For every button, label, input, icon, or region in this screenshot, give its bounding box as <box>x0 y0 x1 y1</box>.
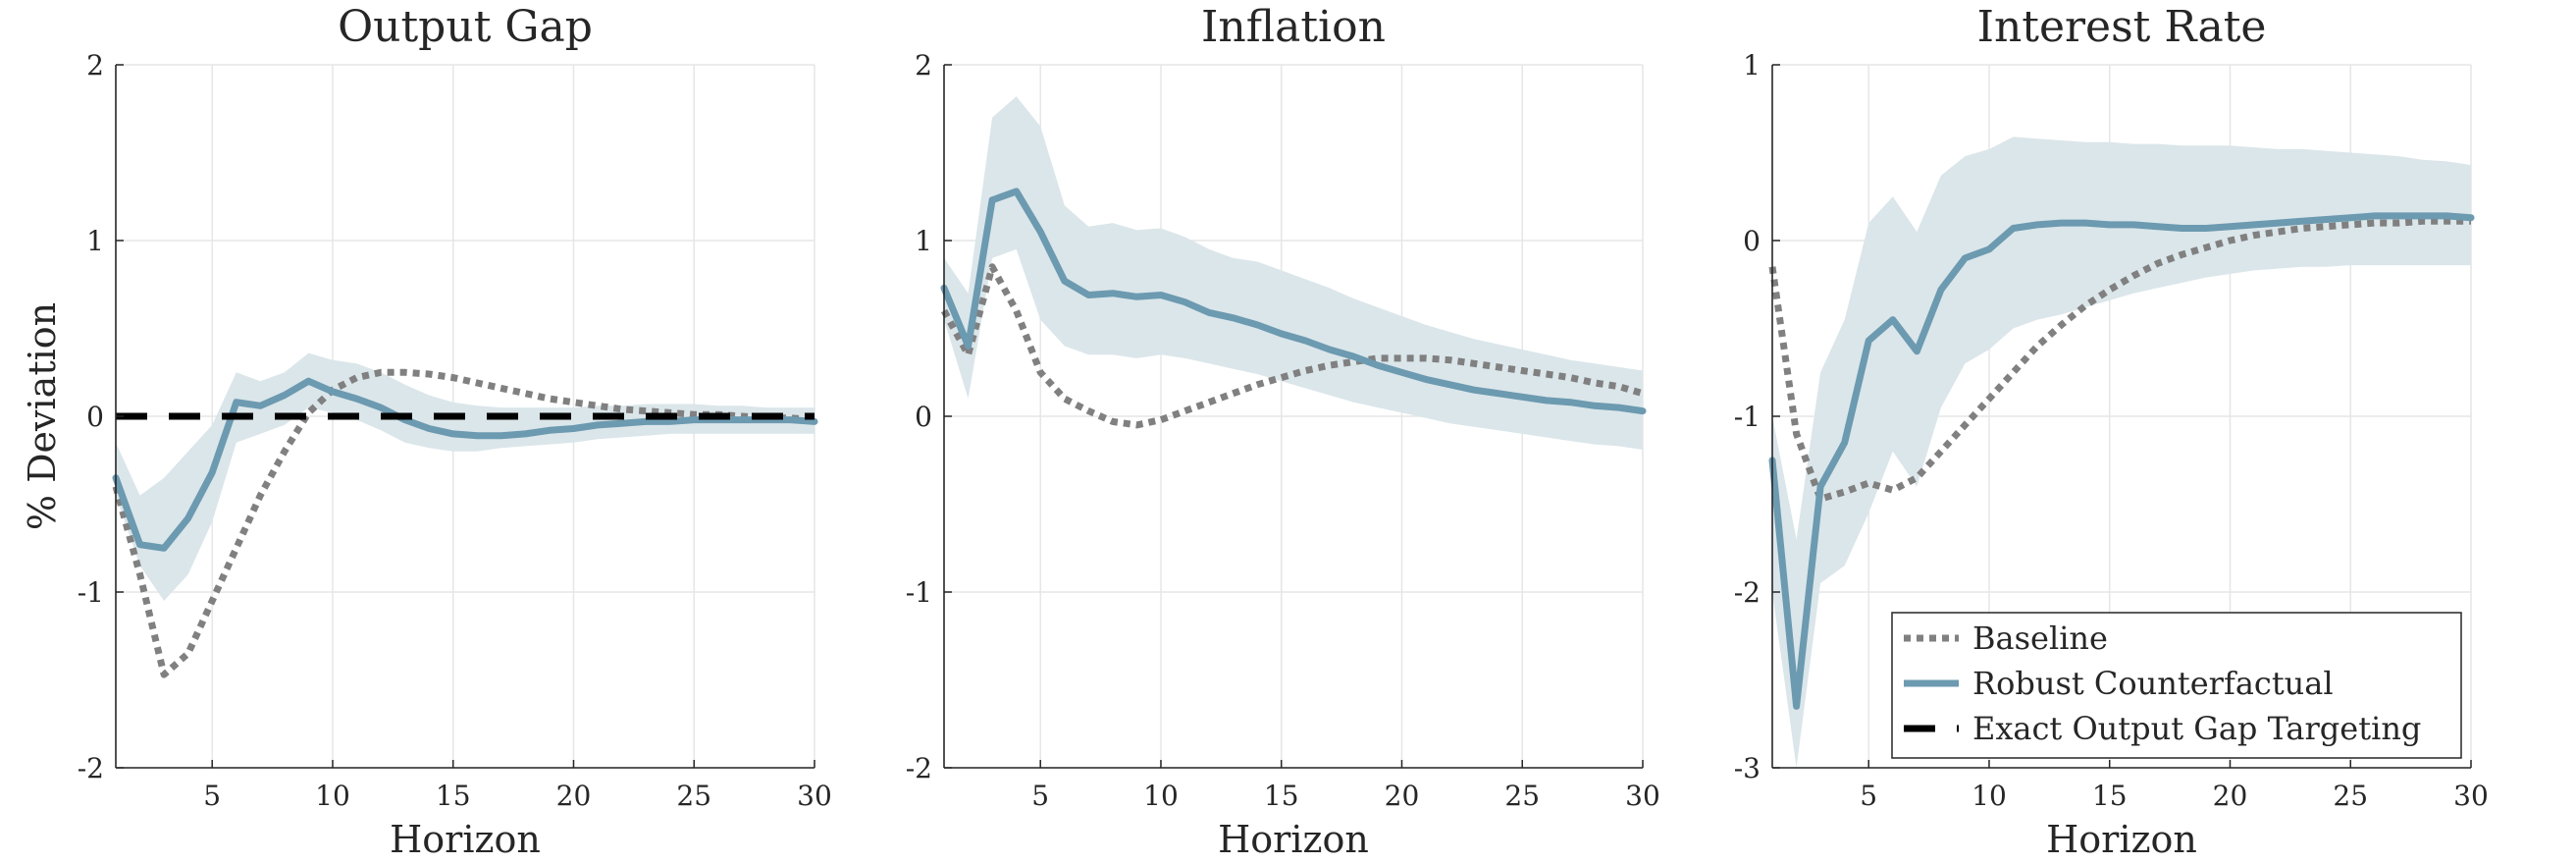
y-tick-label: 1 <box>86 225 104 257</box>
x-axis-label: Horizon <box>390 818 541 859</box>
y-tick-label: -2 <box>1734 576 1761 609</box>
x-tick-label: 20 <box>1385 780 1420 812</box>
y-tick-label: 2 <box>915 49 932 81</box>
legend-label: Exact Output Gap Targeting <box>1972 710 2421 747</box>
series-line-robust-counterfactual <box>940 188 1647 415</box>
y-tick-label: 0 <box>915 401 932 433</box>
x-tick-label: 15 <box>436 780 471 812</box>
x-tick-label: 30 <box>2453 780 2489 812</box>
x-tick-label: 10 <box>1971 780 2007 812</box>
chart-title: Interest Rate <box>1977 2 2267 52</box>
x-tick-label: 20 <box>2213 780 2248 812</box>
y-tick-label: -2 <box>78 752 104 784</box>
y-tick-label: 1 <box>915 225 932 257</box>
x-tick-label: 15 <box>2092 780 2128 812</box>
y-tick-label: 2 <box>86 49 104 81</box>
legend: Baseline Robust Counterfactual Exact Outpu… <box>1891 612 2462 759</box>
x-tick-label: 5 <box>1860 780 1877 812</box>
y-tick-label: -1 <box>906 576 932 609</box>
x-tick-label: 25 <box>2333 780 2368 812</box>
y-tick-label: 1 <box>1743 49 1761 81</box>
x-tick-label: 25 <box>676 780 711 812</box>
x-tick-label: 20 <box>556 780 592 812</box>
x-tick-label: 10 <box>1143 780 1179 812</box>
y-tick-label: -1 <box>1734 401 1761 433</box>
chart-panel-1: 5 10 15 20 25 30 -2 -1 0 1 2 Inflation Horizon <box>906 2 1660 861</box>
y-tick-label: 0 <box>1743 225 1761 257</box>
x-tick-label: 15 <box>1264 780 1299 812</box>
x-tick-label: 30 <box>797 780 832 812</box>
confidence-band <box>944 96 1643 450</box>
y-tick-label: -1 <box>78 576 104 609</box>
x-tick-label: 5 <box>203 780 221 812</box>
chart-title: Inflation <box>1201 2 1386 52</box>
x-tick-label: 10 <box>315 780 350 812</box>
legend-label: Baseline <box>1972 620 2108 657</box>
y-tick-label: -2 <box>906 752 932 784</box>
legend-box <box>1891 612 2462 759</box>
x-tick-label: 5 <box>1031 780 1049 812</box>
confidence-band <box>116 352 815 601</box>
series-line-baseline <box>112 368 815 678</box>
y-tick-label: -3 <box>1734 752 1761 784</box>
x-tick-label: 30 <box>1625 780 1660 812</box>
y-tick-label: 0 <box>86 401 104 433</box>
confidence-band <box>1772 136 2471 768</box>
x-axis-label: Horizon <box>2046 818 2197 859</box>
series-line-baseline <box>940 263 1644 429</box>
legend-label: Robust Counterfactual <box>1972 665 2334 702</box>
x-axis-label: Horizon <box>1218 818 1369 859</box>
y-axis-label: % Deviation <box>21 302 64 530</box>
series-line-baseline <box>1768 217 2471 503</box>
series-line-robust-counterfactual <box>1768 212 2475 710</box>
chart-title: Output Gap <box>338 2 593 52</box>
chart-panel-2: 5 10 15 20 25 30 -3 -2 -1 0 1 Interest Rate Horizon B… <box>1734 2 2489 861</box>
x-tick-label: 25 <box>1504 780 1540 812</box>
chart-panel-0: 5 10 15 20 25 30 -2 -1 0 1 2 Output Gap Horizon % Dev… <box>21 2 832 861</box>
